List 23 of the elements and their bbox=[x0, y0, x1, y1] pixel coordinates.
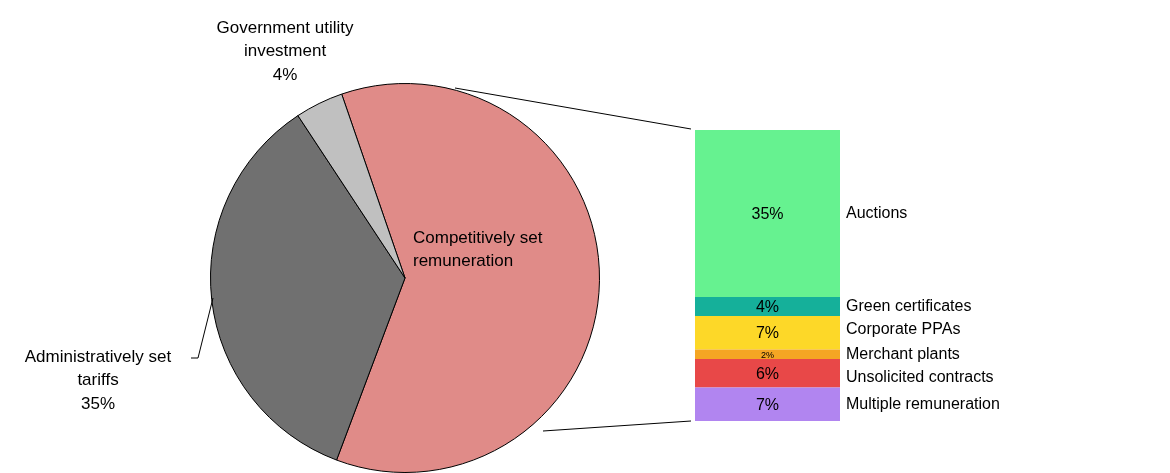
bar bbox=[695, 130, 840, 297]
data-label: 6% bbox=[755, 364, 780, 382]
series-label: Unsolicited contracts bbox=[846, 367, 994, 385]
slice-label: Government utility investment bbox=[216, 17, 354, 61]
slice-label: Competitively set remuneration bbox=[413, 227, 543, 271]
series-label: Corporate PPAs bbox=[846, 320, 961, 338]
series-label: Merchant plants bbox=[846, 344, 960, 362]
bar bbox=[695, 387, 840, 421]
series-label: Auctions bbox=[846, 203, 908, 221]
data-label: 7% bbox=[755, 324, 780, 342]
data-label: 4% bbox=[272, 64, 298, 84]
data-label: 4% bbox=[755, 297, 780, 315]
slice-label: Administratively set tariffs bbox=[24, 346, 172, 390]
data-label: 35% bbox=[80, 393, 116, 413]
data-label: 7% bbox=[755, 395, 780, 413]
bar bbox=[695, 316, 840, 350]
bar bbox=[695, 358, 840, 388]
bar bbox=[695, 349, 840, 359]
series-label: Multiple remuneration bbox=[846, 394, 1000, 412]
bar bbox=[695, 296, 840, 317]
data-label: 2% bbox=[760, 349, 775, 360]
data-label: 35% bbox=[751, 204, 784, 222]
series-label: Green certificates bbox=[846, 296, 972, 314]
